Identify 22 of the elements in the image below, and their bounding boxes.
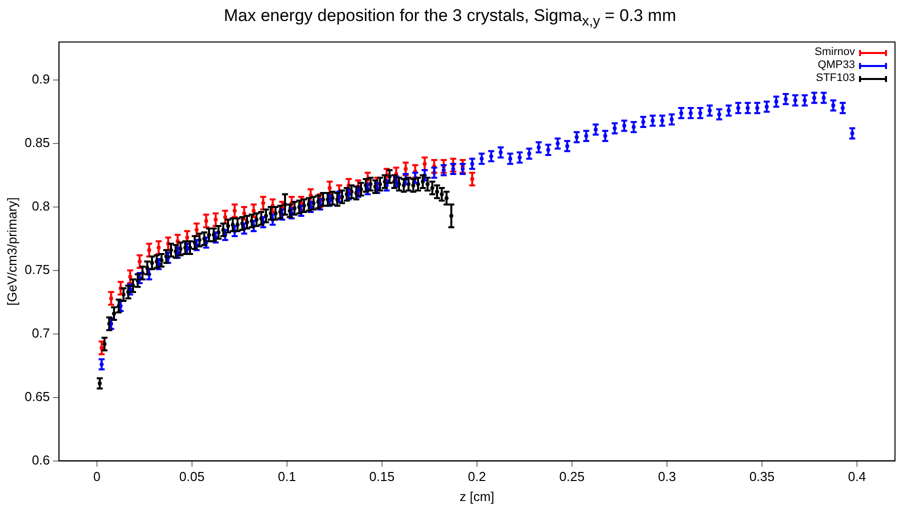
x-tick-label: 0.4 (848, 469, 866, 484)
x-tick-label: 0.1 (278, 469, 296, 484)
x-tick-label: 0.25 (559, 469, 585, 484)
y-tick-label: 0.85 (24, 135, 50, 150)
x-tick-label: 0.15 (369, 469, 395, 484)
x-tick-label: 0.3 (658, 469, 676, 484)
x-tick-label: 0.2 (468, 469, 486, 484)
y-tick-label: 0.65 (24, 388, 50, 404)
y-axis-title: [GeV/cm3/primary] (4, 197, 20, 306)
legend-label: STF103 (816, 72, 855, 85)
legend-label: Smirnov (814, 46, 855, 59)
legend-label: QMP33 (818, 59, 855, 72)
y-tick-label: 0.7 (32, 325, 50, 340)
y-tick-label: 0.9 (32, 72, 50, 87)
x-tick-label: 0 (93, 469, 101, 484)
y-tick-label: 0.75 (24, 262, 50, 278)
chart-title: Max energy deposition for the 3 crystals, Sigma$_{x,y}$ = 0.3 mm (222, 6, 678, 30)
y-tick-label: 0.6 (32, 452, 50, 468)
x-tick-label: 0.35 (749, 469, 775, 484)
y-tick-label: 0.8 (32, 198, 50, 214)
x-axis-title: z [cm] (460, 488, 494, 504)
x-tick-label: 0.05 (179, 469, 205, 484)
